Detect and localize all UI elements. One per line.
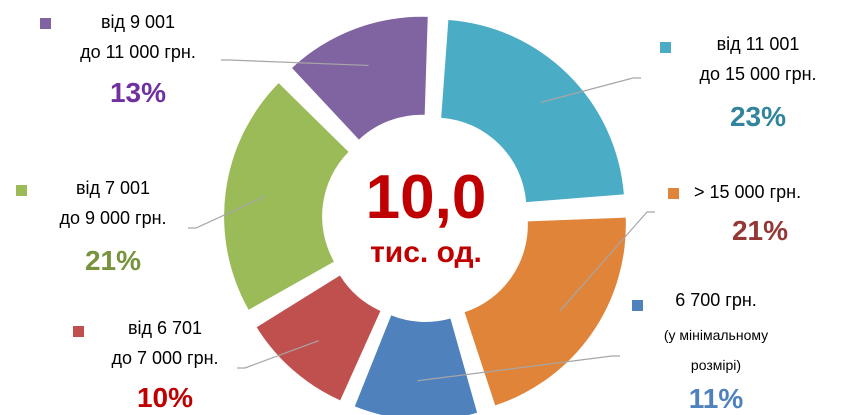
slice-label-1-line-0: > 15 000 грн.: [694, 182, 801, 202]
center-value: 10,0: [366, 163, 487, 232]
legend-marker-3: [73, 326, 84, 337]
leader-line-1: [559, 211, 655, 312]
leader-line-5: [221, 59, 369, 67]
slice-label-3-line-0: від 6 701: [128, 318, 202, 338]
slice-label-4-line-1: до 9 000 грн.: [59, 208, 166, 228]
leader-line-0: [540, 77, 641, 103]
labels-group: від 11 001 до 15 000 грн. 23% > 15 000 грн.…: [16, 12, 817, 414]
slice-label-5-line-0: від 9 001: [101, 12, 175, 32]
slice-4: [224, 83, 349, 310]
slice-percent-2: 11%: [689, 383, 744, 414]
legend-marker-1: [668, 188, 679, 199]
slice-label-0-line-0: від 11 001: [717, 34, 800, 54]
slice-label-2-line-1: (у мінімальному: [664, 327, 768, 343]
slices-group: [224, 16, 626, 415]
slice-label-2-line-2: розмірі): [691, 357, 741, 373]
legend-marker-4: [16, 185, 27, 196]
center-unit: тис. од.: [370, 236, 482, 269]
leader-line-4: [188, 196, 265, 229]
slice-label-2-line-0: 6 700 грн.: [675, 290, 757, 310]
slice-3: [256, 275, 381, 401]
slice-percent-5: 13%: [110, 77, 166, 108]
slice-percent-4: 21%: [85, 245, 141, 276]
leader-line-3: [237, 340, 319, 369]
slice-2: [354, 315, 478, 415]
leader-line-2: [417, 355, 620, 382]
slice-label-5-line-1: до 11 000 грн.: [80, 42, 196, 62]
slice-percent-3: 10%: [137, 382, 193, 413]
slice-label-0-line-1: до 15 000 грн.: [699, 64, 816, 84]
legend-marker-0: [660, 42, 671, 53]
legend-marker-2: [632, 300, 643, 311]
slice-0: [441, 19, 624, 203]
slice-1: [464, 217, 626, 406]
slice-label-4-line-0: від 7 001: [76, 178, 150, 198]
slice-percent-0: 23%: [730, 101, 786, 132]
leader-lines-group: [188, 59, 655, 382]
legend-marker-5: [40, 18, 51, 29]
slice-label-3-line-1: до 7 000 грн.: [111, 348, 218, 368]
slice-5: [292, 16, 428, 140]
slice-percent-1: 21%: [732, 215, 788, 246]
